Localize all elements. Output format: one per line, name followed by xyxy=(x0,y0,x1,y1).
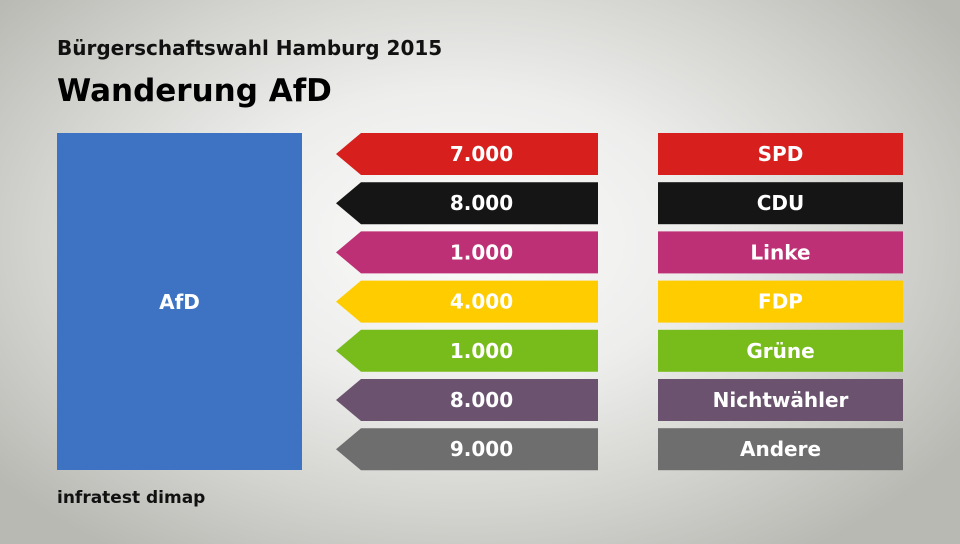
party-label-spd: SPD xyxy=(758,142,804,166)
party-box-linke xyxy=(658,231,903,274)
flow-value-gr-ne: 1.000 xyxy=(450,339,513,363)
chart-supertitle: Bürgerschaftswahl Hamburg 2015 xyxy=(57,36,443,60)
flow-arrow-fdp xyxy=(336,280,598,323)
flow-arrow-cdu xyxy=(336,182,598,225)
party-label-fdp: FDP xyxy=(758,290,803,314)
party-box-nichtw-hler xyxy=(658,379,903,421)
flow-arrow-spd xyxy=(336,133,598,175)
party-label-gr-ne: Grüne xyxy=(746,339,814,363)
party-box-gr-ne xyxy=(658,329,903,372)
flow-value-andere: 9.000 xyxy=(450,437,513,461)
flow-value-linke: 1.000 xyxy=(450,240,513,264)
party-label-nichtw-hler: Nichtwähler xyxy=(713,388,849,412)
flow-arrow-linke xyxy=(336,231,598,274)
target-party-box: AfD xyxy=(57,133,302,470)
flow-arrow-nichtw-hler xyxy=(336,379,598,421)
source-label: infratest dimap xyxy=(57,488,206,508)
party-label-cdu: CDU xyxy=(757,191,805,215)
flow-arrow-gr-ne xyxy=(336,329,598,372)
party-box-andere xyxy=(658,428,903,471)
party-box-cdu xyxy=(658,182,903,225)
party-box-fdp xyxy=(658,280,903,323)
flow-value-nichtw-hler: 8.000 xyxy=(450,388,513,412)
chart-title: Wanderung AfD xyxy=(57,73,332,109)
party-label-andere: Andere xyxy=(740,437,821,461)
party-label-linke: Linke xyxy=(750,240,810,264)
target-party-label: AfD xyxy=(159,289,200,314)
flow-value-fdp: 4.000 xyxy=(450,290,513,314)
flow-value-spd: 7.000 xyxy=(450,142,513,166)
flow-arrow-andere xyxy=(336,428,598,471)
flow-value-cdu: 8.000 xyxy=(450,191,513,215)
party-box-spd xyxy=(658,133,903,175)
